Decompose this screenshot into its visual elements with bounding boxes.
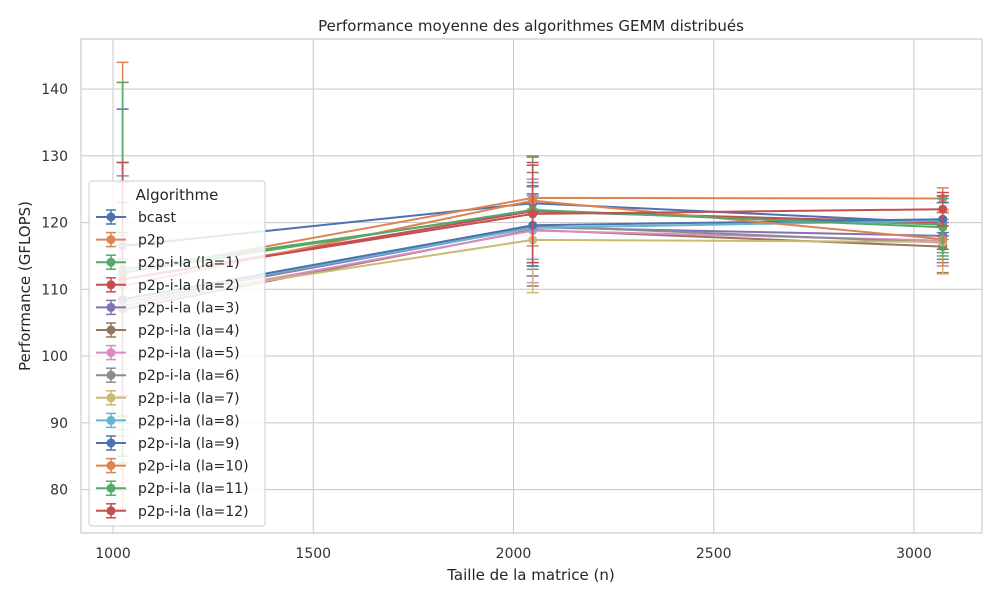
legend-marker [106,212,116,222]
data-point [938,204,948,214]
y-axis-title: Performance (GFLOPS) [16,201,34,371]
data-point [528,209,538,219]
legend-item: p2p-i-la (la=2) [96,277,240,294]
legend-item: p2p-i-la (la=11) [96,480,249,497]
legend-items: bcast p2p p2p-i-la (la=1) p2p-i-la (la=2) p2… [96,209,249,520]
legend-label: p2p-i-la (la=1) [138,255,240,271]
legend-item: p2p-i-la (la=8) [96,412,240,429]
legend-item: p2p-i-la (la=10) [96,457,249,475]
legend-item: p2p-i-la (la=1) [96,254,240,271]
legend-item: p2p-i-la (la=12) [96,503,249,520]
x-tick-label: 2500 [696,546,732,562]
legend-marker [106,325,116,335]
legend-marker [106,348,116,358]
y-tick-label: 110 [41,282,68,298]
legend-label: p2p-i-la (la=12) [138,504,249,520]
legend-item: p2p [96,231,165,249]
legend-item: p2p-i-la (la=4) [96,322,240,339]
x-tick-label: 1000 [95,546,131,562]
legend-label: p2p-i-la (la=8) [138,413,240,429]
legend-item: p2p-i-la (la=7) [96,390,240,407]
legend-item: p2p-i-la (la=9) [96,435,240,452]
legend-label: p2p-i-la (la=6) [138,368,240,384]
legend-label: p2p [138,233,165,249]
legend-marker [106,393,116,403]
x-tick-label: 2000 [496,546,532,562]
legend-label: p2p-i-la (la=5) [138,346,240,362]
y-tick-label: 90 [50,416,68,432]
legend-marker [106,415,116,425]
legend: Algorithme bcast p2p p2p-i-la (la=1) p2p-i-… [88,180,266,527]
legend-marker [106,506,116,516]
tick-labels: 1000 1500 2000 2500 3000 80 90 100 110 120 130 140 [41,82,931,562]
plot-frame [80,38,983,534]
legend-item: bcast [96,209,176,226]
legend-marker [106,438,116,448]
legend-title: Algorithme [136,186,219,204]
legend-label: p2p-i-la (la=9) [138,436,240,452]
legend-box [88,180,266,527]
legend-marker [106,461,116,471]
x-tick-label: 3000 [896,546,932,562]
legend-item: p2p-i-la (la=5) [96,344,240,362]
legend-marker [106,257,116,267]
legend-label: p2p-i-la (la=3) [138,300,240,316]
legend-marker [106,280,116,290]
chart-title: Performance moyenne des algorithmes GEMM… [318,17,744,35]
legend-marker [106,483,116,493]
y-tick-label: 130 [41,149,68,165]
legend-label: bcast [138,210,176,226]
legend-marker [106,235,116,245]
x-axis-title: Taille de la matrice (n) [446,566,615,584]
y-tick-label: 120 [41,216,68,232]
y-tick-label: 80 [50,483,68,499]
legend-label: p2p-i-la (la=10) [138,459,249,475]
legend-label: p2p-i-la (la=11) [138,481,249,497]
legend-label: p2p-i-la (la=7) [138,391,240,407]
x-tick-label: 1500 [295,546,331,562]
legend-marker [106,302,116,312]
y-tick-label: 100 [41,349,68,365]
data-point [938,222,948,232]
legend-label: p2p-i-la (la=4) [138,323,240,339]
legend-item: p2p-i-la (la=6) [96,367,240,384]
legend-item: p2p-i-la (la=3) [96,299,240,316]
legend-marker [106,370,116,380]
legend-label: p2p-i-la (la=2) [138,278,240,294]
y-tick-label: 140 [41,82,68,98]
